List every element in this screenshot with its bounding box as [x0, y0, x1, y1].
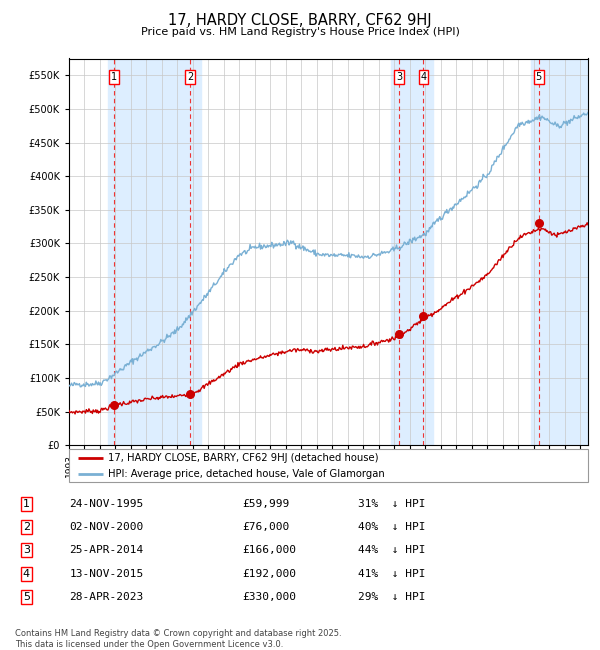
Text: 1: 1 [23, 499, 30, 509]
Text: 40%  ↓ HPI: 40% ↓ HPI [358, 522, 425, 532]
Text: 41%  ↓ HPI: 41% ↓ HPI [358, 569, 425, 578]
Text: 28-APR-2023: 28-APR-2023 [70, 592, 144, 602]
Text: Price paid vs. HM Land Registry's House Price Index (HPI): Price paid vs. HM Land Registry's House … [140, 27, 460, 37]
Text: £166,000: £166,000 [242, 545, 296, 555]
Text: 02-NOV-2000: 02-NOV-2000 [70, 522, 144, 532]
Text: 24-NOV-1995: 24-NOV-1995 [70, 499, 144, 509]
Text: 3: 3 [23, 545, 30, 555]
Text: 44%  ↓ HPI: 44% ↓ HPI [358, 545, 425, 555]
Text: 31%  ↓ HPI: 31% ↓ HPI [358, 499, 425, 509]
Text: 3: 3 [396, 72, 403, 82]
Text: £59,999: £59,999 [242, 499, 290, 509]
Text: 5: 5 [536, 72, 542, 82]
Text: 13-NOV-2015: 13-NOV-2015 [70, 569, 144, 578]
Text: 17, HARDY CLOSE, BARRY, CF62 9HJ (detached house): 17, HARDY CLOSE, BARRY, CF62 9HJ (detach… [108, 452, 379, 463]
Text: HPI: Average price, detached house, Vale of Glamorgan: HPI: Average price, detached house, Vale… [108, 469, 385, 479]
Text: 4: 4 [420, 72, 427, 82]
Text: 25-APR-2014: 25-APR-2014 [70, 545, 144, 555]
Text: Contains HM Land Registry data © Crown copyright and database right 2025.
This d: Contains HM Land Registry data © Crown c… [15, 629, 341, 649]
Text: £76,000: £76,000 [242, 522, 290, 532]
Text: £192,000: £192,000 [242, 569, 296, 578]
Text: 5: 5 [23, 592, 30, 602]
Text: 2: 2 [187, 72, 193, 82]
Text: 4: 4 [23, 569, 30, 578]
Text: 17, HARDY CLOSE, BARRY, CF62 9HJ: 17, HARDY CLOSE, BARRY, CF62 9HJ [168, 13, 432, 28]
Text: 29%  ↓ HPI: 29% ↓ HPI [358, 592, 425, 602]
Bar [530, 58, 588, 445]
Bar [391, 58, 433, 445]
Text: 2: 2 [23, 522, 30, 532]
Text: £330,000: £330,000 [242, 592, 296, 602]
Text: 1: 1 [111, 72, 117, 82]
Bar [108, 58, 200, 445]
